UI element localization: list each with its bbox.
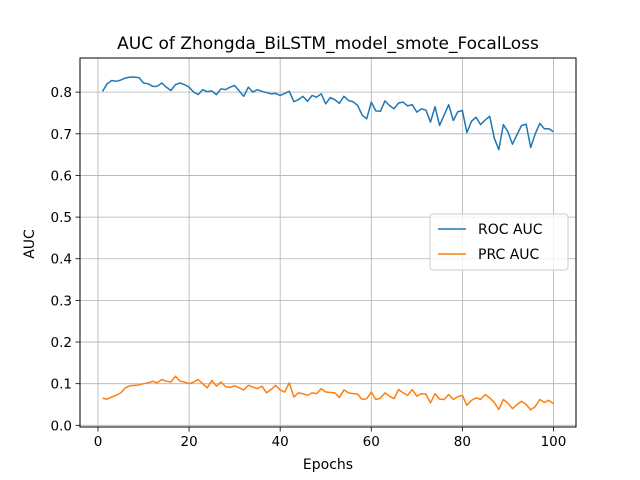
x-tick-label: 60 bbox=[363, 434, 380, 450]
x-axis-label: Epochs bbox=[303, 457, 353, 473]
y-tick-label: 0.1 bbox=[51, 377, 72, 393]
x-tick-label: 80 bbox=[454, 434, 471, 450]
legend: ROC AUC PRC AUC bbox=[429, 213, 569, 271]
ticks: 0 20 40 60 80 100 0.0 0.1 0.2 0.3 0.4 0.5 0.6 0.7 0.8 bbox=[51, 85, 567, 450]
x-tick-label: 40 bbox=[272, 434, 289, 450]
y-tick-label: 0.0 bbox=[51, 418, 72, 434]
y-tick-label: 0.6 bbox=[51, 168, 72, 184]
y-tick-label: 0.5 bbox=[51, 210, 72, 226]
y-tick-label: 0.4 bbox=[51, 252, 72, 268]
plot-lines bbox=[101, 76, 554, 411]
series-line-roc-auc bbox=[101, 76, 554, 151]
legend-box bbox=[429, 213, 569, 271]
y-tick-label: 0.3 bbox=[51, 293, 72, 309]
x-tick-label: 20 bbox=[180, 434, 197, 450]
series-line-prc-auc bbox=[102, 375, 554, 411]
y-axis-label: AUC bbox=[22, 229, 38, 259]
x-tick-label: 0 bbox=[94, 434, 103, 450]
y-tick-label: 0.7 bbox=[51, 127, 72, 143]
legend-entry: ROC AUC bbox=[478, 222, 543, 238]
x-tick-label: 100 bbox=[541, 434, 567, 450]
y-tick-label: 0.2 bbox=[51, 335, 72, 351]
y-tick-label: 0.8 bbox=[51, 85, 72, 101]
plot-frame bbox=[79, 57, 577, 428]
chart-title: AUC of Zhongda_BiLSTM_model_smote_FocalL… bbox=[117, 34, 539, 54]
legend-entry: PRC AUC bbox=[478, 247, 540, 263]
